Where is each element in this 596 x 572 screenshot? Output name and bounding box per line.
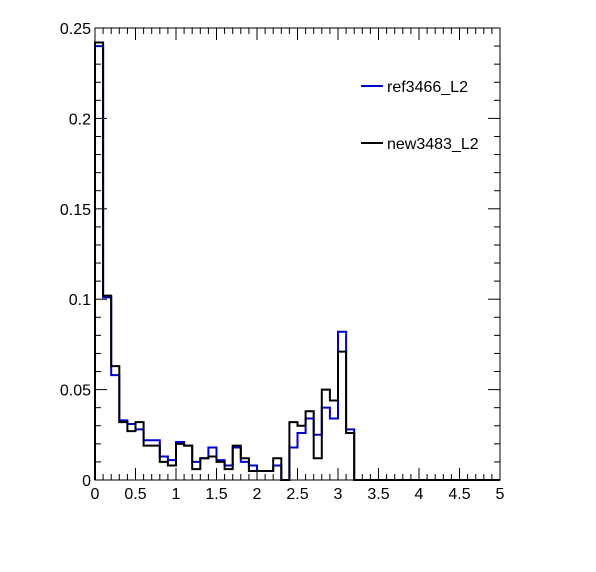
y-tick-label: 0.15 [60,202,91,219]
series-layer [94,41,500,481]
legend: ref3466_L2 new3483_L2 [361,79,479,153]
y-tick-label: 0 [82,473,91,490]
x-tick-label: 5 [496,486,505,503]
legend-label: ref3466_L2 [387,79,468,96]
x-tick-label: 4 [415,486,424,503]
x-tick-label: 0 [91,486,100,503]
x-tick-label: 0.5 [124,486,146,503]
y-tick-label: 0.05 [60,383,91,400]
x-tick-label: 1.5 [205,486,227,503]
x-tick-label: 4.5 [448,486,470,503]
x-tick-label: 3 [334,486,343,503]
y-tick-label: 0.1 [69,292,91,309]
series-step-line-ref3466_L2 [94,45,500,481]
legend-label: new3483_L2 [387,136,479,153]
series-step-line-new3483_L2 [94,41,500,481]
axis-tick-labels: 0 0.5 1 1.5 2 2.5 3 3.5 4 4.5 5 0 0.05 0.1 0.15 0.2 0.25 [60,21,505,503]
x-tick-label: 3.5 [367,486,389,503]
x-tick-label: 2.5 [286,486,308,503]
y-tick-label: 0.2 [69,111,91,128]
x-tick-label: 1 [172,486,181,503]
y-tick-label: 0.25 [60,21,91,38]
x-tick-label: 2 [253,486,262,503]
